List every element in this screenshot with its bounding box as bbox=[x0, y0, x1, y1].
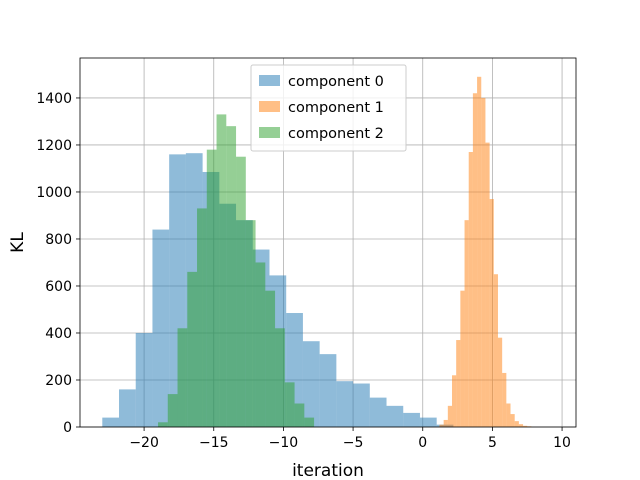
histogram-bar bbox=[477, 76, 482, 427]
histogram-bar bbox=[514, 421, 519, 427]
y-tick-label: 200 bbox=[45, 373, 72, 389]
histogram-bar bbox=[216, 114, 227, 427]
histogram-bar bbox=[275, 328, 285, 427]
histogram-bar bbox=[443, 419, 448, 427]
y-axis-label: KL bbox=[8, 232, 28, 253]
histogram-bar bbox=[460, 290, 465, 427]
histogram-bar bbox=[481, 97, 486, 427]
y-tick-label: 1200 bbox=[36, 138, 72, 154]
histogram-bar bbox=[167, 394, 178, 427]
x-tick-label: −20 bbox=[129, 435, 159, 451]
series-1-bars bbox=[439, 76, 532, 428]
histogram-bars bbox=[102, 76, 532, 428]
y-tick-label: 0 bbox=[63, 420, 72, 436]
histogram-bar bbox=[177, 328, 188, 427]
axis-ticks: −20 −15 −10 −5 0 5 10 0 200 400 600 800 1000 1200 1400 bbox=[36, 91, 571, 451]
histogram-bar bbox=[319, 354, 337, 427]
histogram-bar bbox=[472, 93, 478, 428]
x-tick-label: 10 bbox=[553, 435, 571, 451]
y-tick-label: 800 bbox=[45, 232, 72, 248]
histogram-bar bbox=[206, 149, 217, 427]
histogram-bar bbox=[518, 424, 524, 427]
histogram-bar bbox=[284, 382, 295, 427]
legend-label: component 0 bbox=[288, 74, 384, 90]
histogram-bar bbox=[489, 199, 494, 427]
y-tick-label: 400 bbox=[45, 326, 72, 342]
histogram-bar bbox=[485, 142, 490, 428]
histogram-bar bbox=[197, 208, 207, 427]
histogram-bar bbox=[419, 417, 437, 427]
histogram-bar bbox=[502, 372, 507, 427]
histogram-bar bbox=[135, 332, 153, 427]
histogram-bar bbox=[302, 341, 320, 427]
x-tick-label: −10 bbox=[269, 435, 299, 451]
histogram-bar bbox=[187, 271, 198, 427]
y-tick-label: 1000 bbox=[36, 185, 72, 201]
histogram-bar bbox=[386, 405, 404, 427]
histogram-bar bbox=[353, 383, 370, 427]
histogram-bar bbox=[452, 375, 457, 427]
plot-frame bbox=[79, 57, 577, 428]
histogram-bar bbox=[294, 403, 305, 427]
legend-label: component 2 bbox=[288, 126, 384, 142]
histogram-bar bbox=[510, 414, 515, 427]
histogram-bar bbox=[369, 397, 387, 427]
histogram-bar bbox=[468, 152, 473, 427]
histogram-bar bbox=[336, 381, 354, 427]
legend-swatch bbox=[259, 101, 280, 112]
histogram-bar bbox=[464, 220, 469, 427]
y-tick-label: 600 bbox=[45, 279, 72, 295]
y-tick-label: 1400 bbox=[36, 91, 72, 107]
legend-label: component 1 bbox=[288, 100, 384, 116]
histogram-bar bbox=[158, 422, 168, 427]
histogram-bar bbox=[456, 340, 461, 427]
legend-swatch bbox=[259, 127, 280, 138]
histogram-bar bbox=[523, 425, 528, 427]
histogram-bar bbox=[226, 126, 237, 427]
histogram-bar bbox=[265, 290, 276, 427]
histogram-bar bbox=[447, 405, 452, 427]
x-tick-label: 0 bbox=[418, 435, 427, 451]
histogram-bar bbox=[245, 220, 256, 427]
histogram-bar bbox=[152, 229, 170, 427]
histogram-bar bbox=[439, 424, 444, 427]
histogram-bar bbox=[304, 417, 315, 427]
histogram-bar bbox=[506, 403, 511, 427]
x-tick-label: 5 bbox=[488, 435, 497, 451]
histogram-bar bbox=[119, 389, 136, 427]
x-tick-label: −5 bbox=[343, 435, 364, 451]
histogram-bar bbox=[236, 156, 246, 427]
histogram-bar bbox=[497, 337, 503, 427]
x-axis-label: iteration bbox=[292, 461, 364, 480]
histogram-bar bbox=[255, 262, 266, 427]
x-tick-label: −15 bbox=[199, 435, 229, 451]
histogram-bar bbox=[493, 274, 498, 427]
histogram-bar bbox=[403, 412, 420, 427]
legend: component 0 component 1 component 2 bbox=[250, 64, 407, 152]
legend-swatch bbox=[259, 75, 280, 86]
series-2-bars bbox=[158, 114, 315, 427]
legend-box bbox=[250, 64, 407, 152]
histogram-bar bbox=[102, 417, 120, 427]
